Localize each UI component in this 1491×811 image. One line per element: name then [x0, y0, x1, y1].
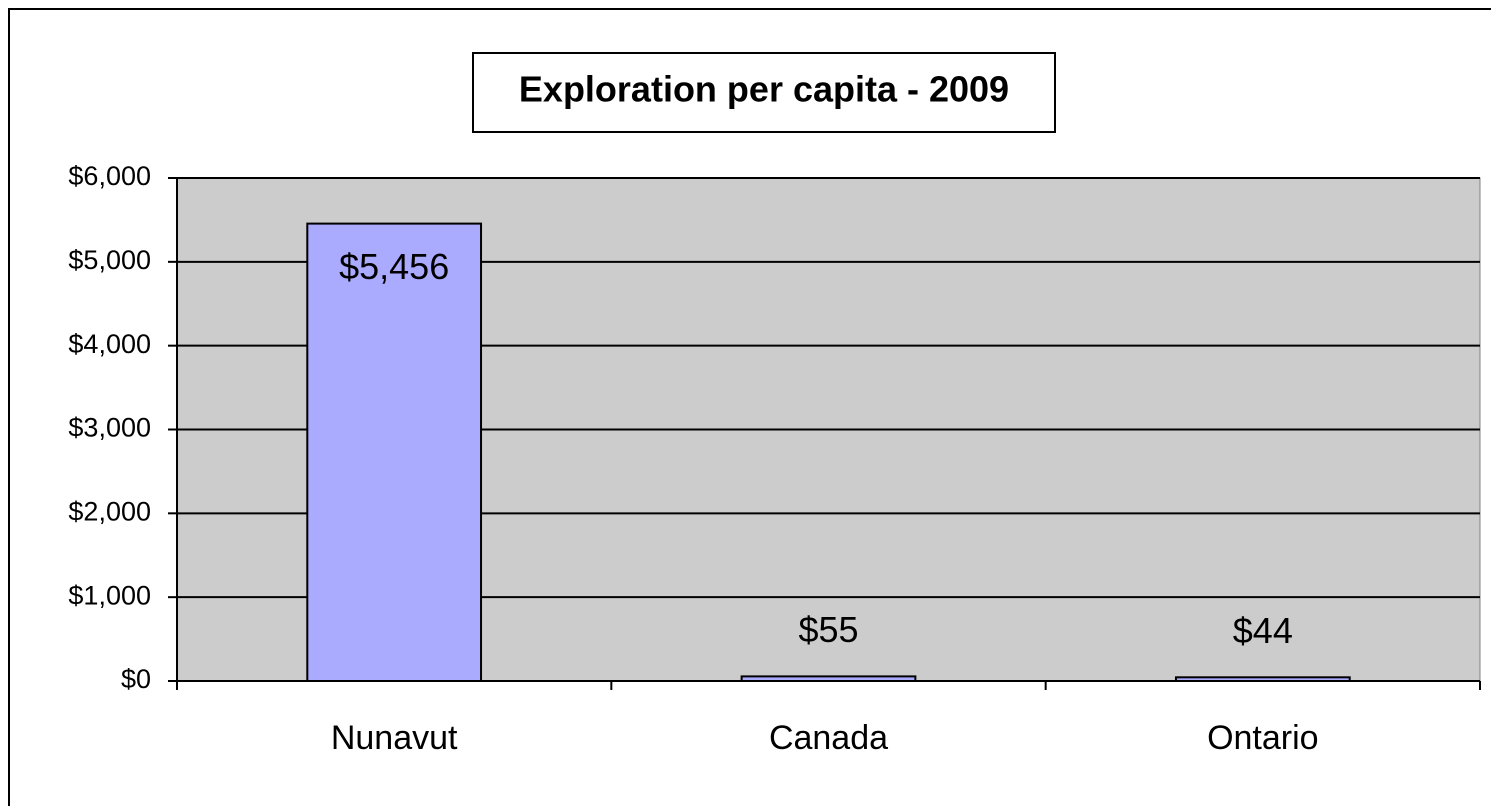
y-tick-label: $3,000 [68, 413, 151, 443]
value-label: $55 [798, 609, 858, 650]
y-tick-label: $2,000 [68, 496, 151, 526]
title-box [472, 52, 1056, 133]
y-tick-label: $0 [121, 664, 151, 694]
y-tick-label: $5,000 [68, 245, 151, 275]
x-tick-label: Ontario [1207, 719, 1319, 757]
bar [1174, 676, 1351, 683]
chart-title: Exploration per capita - 2009 [519, 69, 1009, 110]
y-tick-label: $4,000 [68, 329, 151, 359]
x-tick-label: Nunavut [331, 719, 458, 757]
value-label: $44 [1233, 610, 1293, 651]
y-tick-label: $6,000 [68, 161, 151, 191]
bar [306, 222, 483, 682]
y-tick-label: $1,000 [68, 580, 151, 610]
value-label: $5,456 [339, 246, 449, 287]
bar [740, 675, 917, 682]
x-tick-label: Canada [769, 719, 888, 757]
